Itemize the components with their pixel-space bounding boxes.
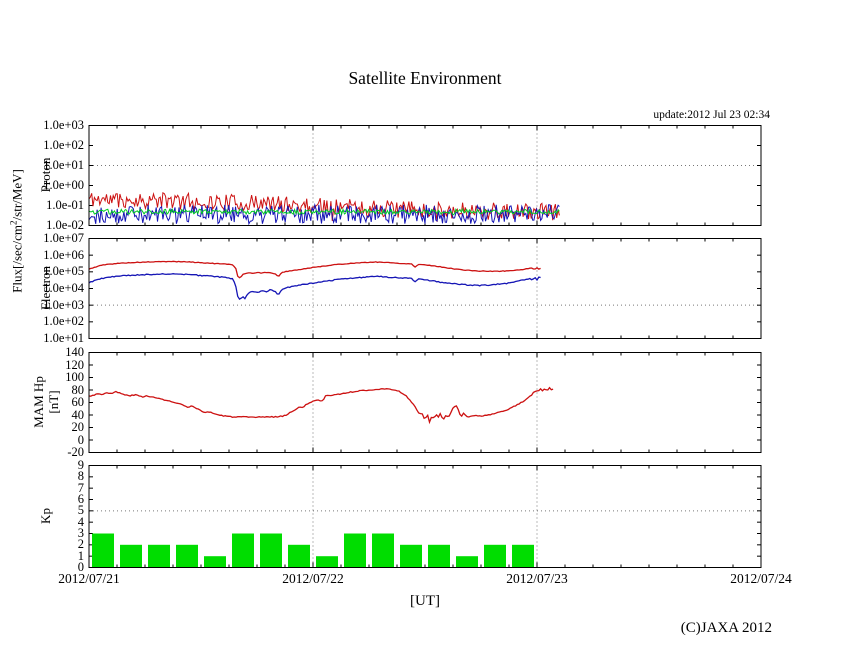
y-tick-label: 8 — [77, 469, 84, 484]
y-tick-label: 4 — [77, 514, 84, 529]
y-tick-label: 20 — [71, 420, 85, 434]
y-tick-label: 2 — [77, 537, 84, 552]
page-title: Satellite Environment — [348, 68, 502, 88]
y-tick-label: 1.0e+00 — [43, 178, 84, 192]
kp-index-chart — [88, 465, 762, 568]
y-tick-label: 80 — [71, 382, 85, 397]
y-tick-label: 0 — [77, 432, 84, 447]
electron-flux-chart — [88, 238, 762, 339]
x-tick-label: 2012/07/21 — [58, 571, 120, 586]
y-tick-label: 100 — [65, 370, 84, 384]
x-axis-label: [UT] — [410, 593, 440, 609]
y-tick-label: 1.0e+01 — [43, 158, 84, 172]
y-tick-label: 3 — [77, 526, 84, 540]
y-tick-label: 40 — [71, 407, 85, 422]
y-tick-label: 120 — [65, 357, 84, 372]
y-tick-label: 60 — [71, 395, 85, 409]
y-tick-label: 1.0e+06 — [43, 247, 84, 262]
y-tick-label: -20 — [67, 445, 84, 459]
y-tick-label: 1.0e+04 — [43, 281, 84, 295]
y-tick-label: 7 — [77, 480, 84, 495]
y-tick-label: 1 — [77, 548, 84, 563]
update-timestamp: update:2012 Jul 23 02:34 — [653, 109, 770, 121]
y-tick-label: 140 — [65, 345, 84, 359]
copyright-label: (C)JAXA 2012 — [680, 620, 772, 636]
flux-axis-label-post: /str/MeV] — [9, 169, 25, 221]
y-tick-label: 0 — [77, 560, 84, 574]
y-tick-label: 1.0e+01 — [43, 331, 84, 345]
y-tick-label: 1.0e+05 — [43, 264, 84, 279]
y-tick-label: 1.0e-02 — [46, 218, 84, 232]
x-tick-label: 2012/07/22 — [282, 571, 344, 586]
y-tick-label: 1.0e+02 — [43, 138, 84, 152]
y-tick-label: 9 — [77, 458, 84, 472]
y-tick-label: 1.0e+07 — [43, 231, 84, 245]
mam-hp-chart — [88, 352, 762, 453]
y-tick-label: 6 — [77, 492, 84, 506]
y-tick-label: 1.0e+03 — [43, 118, 84, 132]
y-tick-label: 1.0e+02 — [43, 314, 84, 329]
x-tick-label: 2012/07/24 — [730, 571, 792, 586]
y-tick-label: 5 — [77, 503, 84, 518]
x-tick-label: 2012/07/23 — [506, 571, 568, 586]
proton-flux-chart — [88, 125, 762, 226]
y-tick-label: 1.0e-01 — [46, 198, 84, 212]
y-tick-label: 1.0e+03 — [43, 297, 84, 312]
